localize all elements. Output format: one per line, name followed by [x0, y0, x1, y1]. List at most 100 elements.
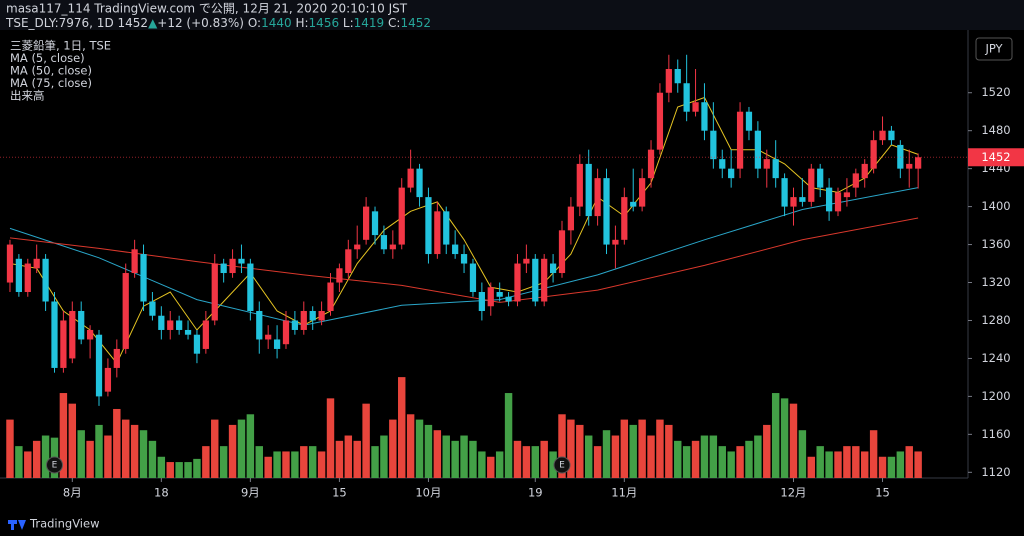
volume-bar — [193, 458, 201, 478]
publisher: masa117_114 TradingView.com で公開, 12月 21,… — [6, 2, 408, 16]
volume-bar — [745, 440, 753, 478]
y-tick-label: 1120 — [981, 465, 1010, 479]
candle-body — [852, 173, 859, 188]
volume-bar — [460, 435, 468, 478]
candle-body — [879, 130, 886, 141]
candle-body — [915, 157, 922, 169]
volume-bar — [300, 446, 308, 478]
candle-body — [523, 258, 530, 264]
ma-line — [9, 96, 919, 365]
volume-bar — [816, 446, 824, 478]
volume-bar — [433, 430, 442, 478]
ohlc-label: L: — [343, 16, 354, 30]
volume-bar — [202, 446, 210, 478]
candle-body — [639, 178, 646, 207]
logo — [8, 520, 26, 530]
volume-bar — [228, 424, 237, 478]
x-tick-label: 18 — [154, 486, 169, 500]
candle-body — [621, 197, 628, 240]
x-tick-label: 9月 — [241, 486, 260, 500]
candle-body — [594, 178, 601, 217]
candle-body — [336, 268, 343, 283]
volume-bar — [914, 451, 922, 478]
candle-body — [728, 168, 735, 179]
volume-bar — [763, 424, 771, 478]
header-bg — [0, 0, 1024, 30]
volume-bar — [398, 377, 406, 478]
volume-bar — [175, 462, 183, 478]
candle-body — [781, 178, 788, 207]
candle-body — [549, 263, 557, 274]
candle-body — [710, 130, 717, 160]
candle-body — [799, 197, 806, 202]
candle-body — [603, 178, 610, 245]
volume-bar — [593, 446, 602, 478]
candle-body — [389, 244, 396, 250]
volume-bar — [95, 424, 103, 478]
last-price-label: 1452 — [981, 150, 1010, 164]
candle-body — [122, 273, 129, 349]
candle-body — [167, 320, 174, 330]
legend-item: 三菱鉛筆, 1日, TSE — [10, 39, 111, 53]
candle-body — [558, 230, 566, 274]
event-label: E — [559, 461, 565, 471]
candle-body — [674, 69, 681, 84]
candle-body — [265, 334, 272, 340]
volume-bar — [389, 419, 397, 478]
ohlc-label: C: — [388, 16, 400, 30]
candle-body — [363, 206, 370, 240]
candle-body — [113, 348, 120, 368]
volume-bar — [540, 440, 548, 478]
volume-bar — [469, 440, 477, 478]
volume-bar — [549, 451, 557, 478]
y-tick-label: 1160 — [981, 427, 1010, 441]
candle-body — [416, 168, 423, 198]
candle-body — [69, 310, 76, 359]
y-tick-label: 1240 — [981, 351, 1010, 365]
volume-bar — [237, 419, 246, 478]
candle-body — [585, 163, 592, 217]
ohlc-value: 1419 — [354, 16, 385, 30]
candle-body — [247, 263, 254, 311]
volume-bar — [798, 430, 807, 478]
volume-bar — [24, 451, 32, 478]
candle-body — [683, 83, 690, 112]
volume-bar — [905, 446, 913, 478]
legend-item: 出来高 — [10, 89, 45, 103]
volume-bar — [59, 393, 68, 478]
volume-bar — [825, 451, 833, 478]
volume-bar — [896, 451, 905, 478]
volume-bar — [451, 440, 459, 478]
volume-bar — [326, 398, 335, 478]
volume-bar — [495, 451, 504, 478]
event-marker — [553, 456, 571, 474]
volume-bar — [584, 435, 593, 478]
ohlc-value: 1456 — [309, 16, 340, 30]
candle-body — [630, 201, 637, 207]
volume-bar — [130, 424, 139, 478]
candle-body — [736, 111, 744, 169]
footer: TradingView — [29, 517, 99, 531]
volume-bar — [709, 435, 718, 478]
volume-bar — [282, 451, 290, 478]
volume-bar — [344, 435, 353, 478]
volume-bar — [86, 440, 94, 478]
candle-body — [567, 206, 575, 231]
candle-body — [176, 320, 183, 330]
currency-box[interactable] — [975, 37, 1013, 61]
volume-bar — [424, 424, 433, 478]
volume-bar — [852, 446, 860, 478]
candle-body — [460, 254, 468, 264]
volume-bar — [487, 456, 495, 478]
candle-body — [238, 258, 245, 264]
candle-body — [469, 263, 477, 293]
volume-bar — [113, 408, 121, 478]
candle-body — [24, 263, 31, 293]
volume-bar — [264, 456, 272, 478]
volume-bar — [869, 430, 878, 478]
legend-item: MA (5, close) — [10, 51, 85, 65]
volume-bar — [219, 446, 228, 478]
x-tick-label: 15 — [875, 486, 890, 500]
